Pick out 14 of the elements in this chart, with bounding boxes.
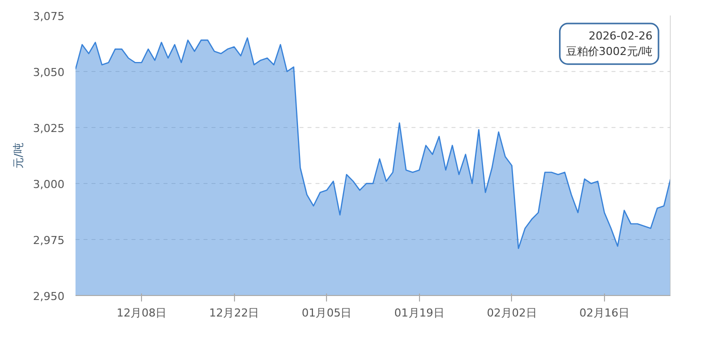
y-tick-label: 2,975 xyxy=(33,234,65,247)
x-tick-label: 12月08日 xyxy=(116,306,167,320)
y-tick-label: 3,000 xyxy=(33,178,65,191)
y-tick-label: 3,050 xyxy=(33,66,65,79)
annotation: 2026-02-26 豆粕价3002元/吨 xyxy=(566,30,653,58)
x-tick-label: 02月16日 xyxy=(579,306,630,320)
y-tick-label: 3,025 xyxy=(33,122,65,135)
y-tick-label: 3,075 xyxy=(33,10,65,23)
x-tick-label: 01月05日 xyxy=(302,306,352,320)
x-tick-label: 01月19日 xyxy=(394,306,444,320)
x-tick-label: 02月02日 xyxy=(486,306,537,320)
x-tick-label: 12月22日 xyxy=(209,306,260,320)
y-tick-label: 2,950 xyxy=(33,290,65,303)
y-axis-title: 元/吨 xyxy=(12,142,26,168)
